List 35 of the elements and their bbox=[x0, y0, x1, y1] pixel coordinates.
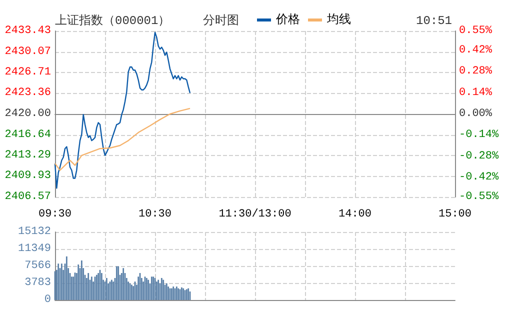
y2-tick-label: -0.28% bbox=[459, 150, 500, 162]
y-tick-label: 2433.43 bbox=[4, 25, 51, 37]
y-tick-label: 2409.93 bbox=[4, 170, 51, 182]
y2-tick-label: 0.00% bbox=[459, 108, 492, 120]
legend-label: 均线 bbox=[326, 13, 351, 27]
y-tick-label: 2406.57 bbox=[4, 191, 51, 203]
x-tick-label: 10:30 bbox=[138, 208, 172, 220]
y2-tick-label: 0.55% bbox=[459, 25, 492, 37]
y2-tick-label: -0.42% bbox=[459, 171, 500, 184]
y2-tick-label: 0.42% bbox=[459, 44, 492, 57]
y2-tick-label: 0.28% bbox=[459, 66, 492, 78]
x-tick-label: 11:30/13:00 bbox=[218, 208, 292, 220]
legend-label: 价格 bbox=[275, 13, 300, 27]
y-tick-label: 2420.00 bbox=[4, 108, 51, 120]
line-series bbox=[54, 108, 191, 171]
x-tick-label: 09:30 bbox=[38, 208, 72, 220]
text: 10:51 bbox=[416, 14, 452, 28]
chart-subtitle: 分时图 bbox=[203, 14, 239, 28]
x-tick-label: 14:00 bbox=[338, 208, 372, 220]
y-tick-label: 11349 bbox=[18, 243, 51, 255]
y-tick-label: 2430.07 bbox=[4, 46, 51, 58]
y-tick-label: 0 bbox=[44, 294, 51, 306]
y2-tick-label: -0.55% bbox=[459, 191, 500, 203]
chart-title: 上证指数（000001） bbox=[55, 14, 170, 28]
y-tick-label: 2413.29 bbox=[4, 149, 51, 162]
y-tick-label: 2423.36 bbox=[4, 87, 51, 100]
y2-tick-label: 0.14% bbox=[459, 86, 492, 99]
y-tick-label: 3783 bbox=[24, 277, 51, 289]
y-tick-label: 7566 bbox=[24, 260, 51, 272]
y2-tick-label: -0.14% bbox=[459, 129, 500, 142]
x-tick-label: 15:00 bbox=[438, 208, 472, 220]
line-series bbox=[54, 32, 191, 189]
y-tick-label: 2426.71 bbox=[4, 66, 52, 79]
y-tick-label: 2416.64 bbox=[4, 128, 52, 141]
y-tick-label: 15132 bbox=[18, 226, 51, 238]
